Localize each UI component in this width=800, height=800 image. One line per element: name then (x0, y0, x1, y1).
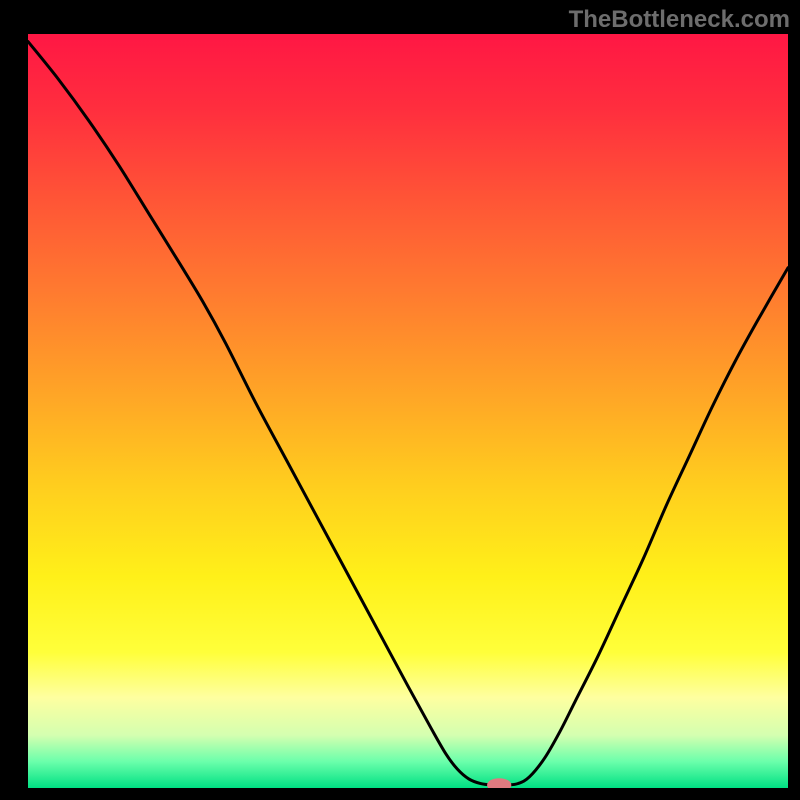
chart-frame: TheBottleneck.com (0, 0, 800, 800)
watermark-text: TheBottleneck.com (569, 6, 790, 34)
plot-area (28, 34, 788, 788)
gradient-background (28, 34, 788, 788)
plot-svg (28, 34, 788, 788)
